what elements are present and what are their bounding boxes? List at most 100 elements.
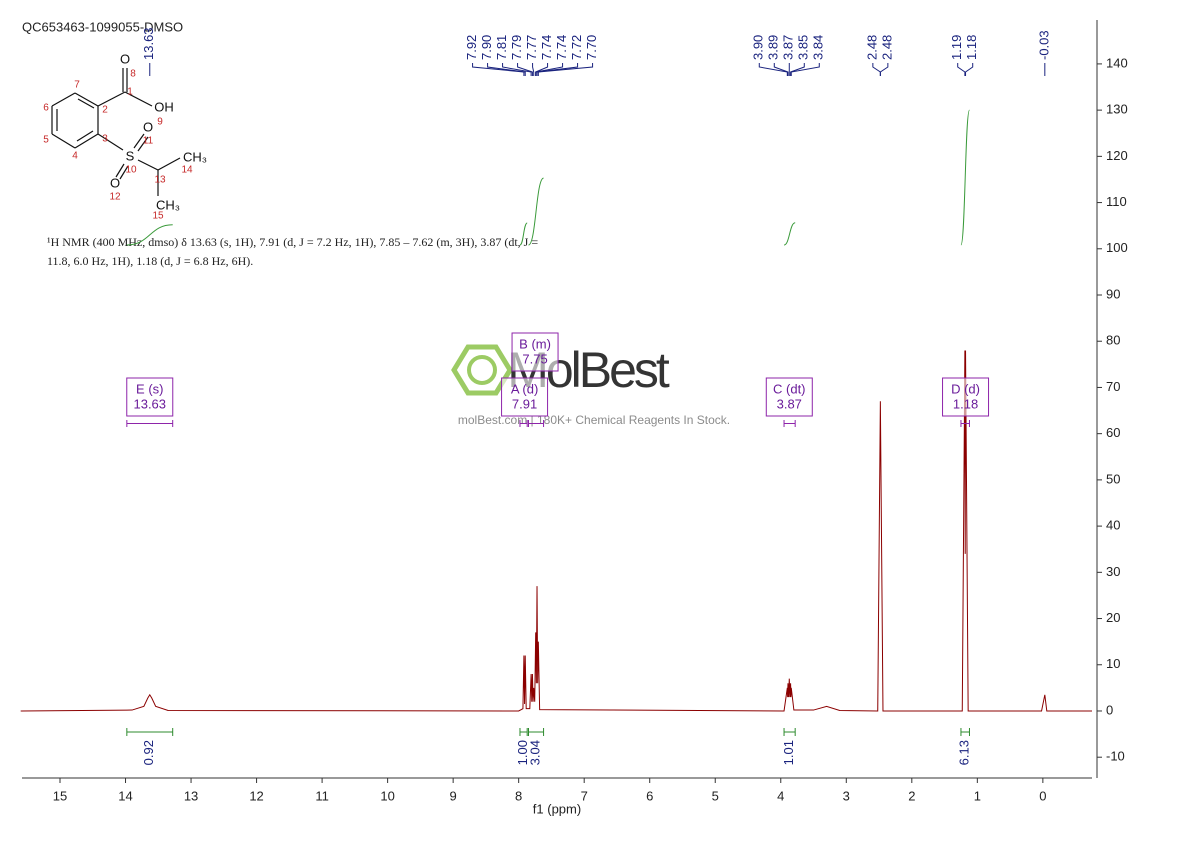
integral-label: 3.04 [527,740,542,765]
atom-label: O [143,119,153,134]
peak-connector [537,63,594,76]
x-tick-label: 0 [1039,788,1046,803]
peak-connector [487,63,526,76]
multiplet-range [960,420,970,427]
peak-connector [965,63,974,76]
integral-curve [519,222,528,246]
multiplet-name: B (m) [519,336,551,351]
bond [51,92,76,107]
y-tick-label: 110 [1106,194,1127,209]
peak-label: 7.77 [524,35,539,60]
x-tick-label: 2 [908,788,915,803]
peak-label: 7.70 [584,35,599,60]
peak-label: 2.48 [864,35,879,60]
integral-range [783,728,796,736]
bond [119,165,129,180]
peak-label: 2.48 [879,35,894,60]
peak-label: 3.85 [796,35,811,60]
multiplet-shift: 7.91 [512,396,537,411]
atom-number: 6 [43,103,49,114]
y-tick-label: 90 [1106,286,1120,301]
multiplet-name: D (d) [951,381,980,396]
multiplet-range [126,420,174,427]
integral-range [527,728,545,736]
bond [137,136,149,152]
y-tick-label: 10 [1106,656,1120,671]
description: ¹H NMR (400 MHz, dmso) δ 13.63 (s, 1H), … [47,235,538,249]
multiplet-box [501,377,549,417]
peak-connector [790,63,805,76]
atom-number: 11 [143,136,154,147]
multiplet-name: A (d) [511,381,538,396]
integral-label: 1.01 [781,740,796,765]
watermark-text: molBest.com | 180K+ Chemical Reagents In… [458,413,730,427]
peak-label: 1.18 [964,35,979,60]
x-tick-label: 1 [974,788,981,803]
peak-label: 3.90 [751,35,766,60]
integral-curve [960,109,970,246]
y-tick-label: 100 [1106,240,1128,255]
peak-connector [879,63,889,76]
integral-curve [783,222,796,246]
multiplet-shift: 3.87 [777,396,802,411]
x-tick-label: 12 [249,788,263,803]
peak-label: 1.19 [949,35,964,60]
peak-label: 7.79 [509,35,524,60]
atom-label: O [110,175,120,190]
x-tick-label: 15 [53,788,67,803]
atom-label: O [120,51,130,66]
peak-connector [758,63,788,76]
peak-label: 7.74 [539,35,554,60]
peak-connector [535,63,564,76]
atom-label: S [126,148,135,163]
multiplet-name: C (dt) [773,381,806,396]
bond [133,133,145,149]
x-tick-label: 9 [450,788,457,803]
integral-curve [126,224,173,246]
x-tick-label: 3 [843,788,850,803]
y-tick-label: 20 [1106,610,1120,625]
multiplet-shift: 13.63 [133,396,166,411]
atom-number: 14 [181,165,193,176]
peak-connector [790,63,820,76]
bond [76,130,94,142]
x-tick-label: 10 [380,788,394,803]
multiplet-shift: 7.75 [522,351,547,366]
integral-range [126,728,174,736]
atom-number: 8 [130,69,136,80]
atom-number: 2 [102,105,108,116]
peak-label: 7.92 [464,35,479,60]
y-tick-label: 60 [1106,425,1120,440]
peak-connector [957,63,966,76]
atom-number: 12 [109,192,121,203]
y-tick-label: 70 [1106,379,1120,394]
multiplet-range [519,420,528,427]
peak-label: 7.74 [554,35,569,60]
x-tick-label: 7 [581,788,588,803]
y-tick-label: 140 [1106,55,1128,70]
peak-label: 7.90 [479,35,494,60]
atom-number: 4 [72,151,78,162]
description: 11.8, 6.0 Hz, 1H), 1.18 (d, J = 6.8 Hz, … [47,254,253,268]
peak-label: 3.89 [766,35,781,60]
multiplet-box [942,377,990,417]
y-tick-label: 30 [1106,564,1120,579]
atom-number: 10 [125,165,137,176]
bond [74,133,99,149]
y-tick-label: -10 [1106,749,1125,764]
bond [74,92,99,107]
integral-range [519,728,528,736]
x-tick-label: 6 [646,788,653,803]
chart-title: QC653463-1099055-DMSO [22,19,183,34]
integral-range [960,728,970,736]
atom-number: 1 [127,87,133,98]
bond [137,159,159,171]
atom-number: 3 [102,134,108,145]
peak-connector [536,63,579,76]
atom-number: 15 [152,211,164,222]
atom-label: CH₃ [156,197,180,212]
multiplet-name: E (s) [136,381,163,396]
peak-label: 7.81 [494,35,509,60]
x-tick-label: 13 [184,788,198,803]
